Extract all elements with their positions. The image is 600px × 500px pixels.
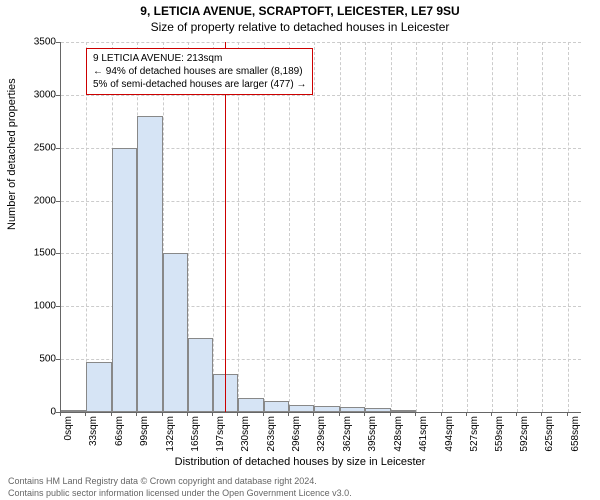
grid-line-v [416,42,417,412]
grid-line-v [492,42,493,412]
x-tick-label: 362sqm [342,416,353,452]
y-tick-label: 2000 [16,195,56,206]
x-tick-mark [187,412,188,416]
y-tick-mark [56,306,60,307]
x-tick-mark [339,412,340,416]
x-tick-label: 329sqm [316,416,327,452]
grid-line-v [86,42,87,412]
x-tick-mark [516,412,517,416]
x-tick-mark [111,412,112,416]
grid-line-v [365,42,366,412]
info-line-1: 9 LETICIA AVENUE: 213sqm [93,52,306,65]
x-tick-label: 527sqm [469,416,480,452]
y-tick-mark [56,42,60,43]
histogram-bar [340,407,365,412]
grid-line-h [61,42,581,43]
x-tick-mark [364,412,365,416]
grid-line-v [213,42,214,412]
y-tick-mark [56,359,60,360]
x-tick-label: 0sqm [63,416,74,440]
histogram-bar [61,410,86,412]
grid-line-v [542,42,543,412]
x-tick-label: 230sqm [240,416,251,452]
x-tick-label: 165sqm [190,416,201,452]
chart-title: 9, LETICIA AVENUE, SCRAPTOFT, LEICESTER,… [0,4,600,18]
x-axis-label: Distribution of detached houses by size … [0,456,600,468]
x-tick-mark [162,412,163,416]
histogram-bar [86,362,111,412]
x-tick-label: 461sqm [418,416,429,452]
info-line-2: ← 94% of detached houses are smaller (8,… [93,65,306,78]
x-tick-mark [466,412,467,416]
x-tick-label: 592sqm [519,416,530,452]
y-axis-label: Number of detached properties [6,78,18,230]
grid-line-v [340,42,341,412]
reference-line [225,42,226,412]
chart-subtitle: Size of property relative to detached ho… [0,20,600,34]
grid-line-v [314,42,315,412]
histogram-bar [163,253,188,412]
x-tick-mark [541,412,542,416]
x-tick-mark [60,412,61,416]
x-tick-label: 625sqm [544,416,555,452]
x-tick-label: 658sqm [570,416,581,452]
x-tick-mark [136,412,137,416]
histogram-bar [264,401,289,412]
info-box: 9 LETICIA AVENUE: 213sqm ← 94% of detach… [86,48,313,95]
y-tick-label: 1000 [16,301,56,312]
x-tick-label: 33sqm [88,416,99,446]
y-tick-label: 3500 [16,37,56,48]
x-tick-label: 494sqm [444,416,455,452]
x-tick-label: 197sqm [215,416,226,452]
y-tick-mark [56,148,60,149]
info-line-3: 5% of semi-detached houses are larger (4… [93,78,306,91]
histogram-bar [391,410,416,412]
x-tick-label: 296sqm [291,416,302,452]
footer-line-2: Contains public sector information licen… [8,488,352,498]
x-tick-label: 263sqm [266,416,277,452]
x-tick-mark [390,412,391,416]
x-tick-mark [415,412,416,416]
x-tick-mark [288,412,289,416]
y-tick-label: 0 [16,407,56,418]
x-tick-mark [237,412,238,416]
grid-line-v [391,42,392,412]
plot-area [60,42,581,413]
footer-line-1: Contains HM Land Registry data © Crown c… [8,476,317,486]
x-tick-mark [313,412,314,416]
x-tick-mark [567,412,568,416]
grid-line-v [238,42,239,412]
grid-line-v [289,42,290,412]
x-tick-label: 559sqm [494,416,505,452]
y-tick-label: 500 [16,354,56,365]
x-tick-mark [441,412,442,416]
histogram-bar [188,338,213,412]
y-tick-mark [56,95,60,96]
y-tick-mark [56,201,60,202]
histogram-bar [112,148,137,412]
x-tick-label: 395sqm [367,416,378,452]
histogram-bar [137,116,162,412]
y-tick-mark [56,253,60,254]
histogram-bar [365,408,390,412]
grid-line-v [517,42,518,412]
x-tick-label: 66sqm [114,416,125,446]
x-tick-label: 428sqm [393,416,404,452]
grid-line-v [264,42,265,412]
x-tick-mark [85,412,86,416]
histogram-bar [314,406,339,412]
grid-line-v [568,42,569,412]
x-tick-mark [263,412,264,416]
grid-line-v [467,42,468,412]
histogram-bar [238,398,263,412]
histogram-bar [289,405,314,412]
x-tick-label: 132sqm [165,416,176,452]
y-tick-label: 3000 [16,89,56,100]
x-tick-mark [212,412,213,416]
grid-line-v [442,42,443,412]
y-tick-label: 1500 [16,248,56,259]
y-tick-label: 2500 [16,142,56,153]
x-tick-label: 99sqm [139,416,150,446]
x-tick-mark [491,412,492,416]
